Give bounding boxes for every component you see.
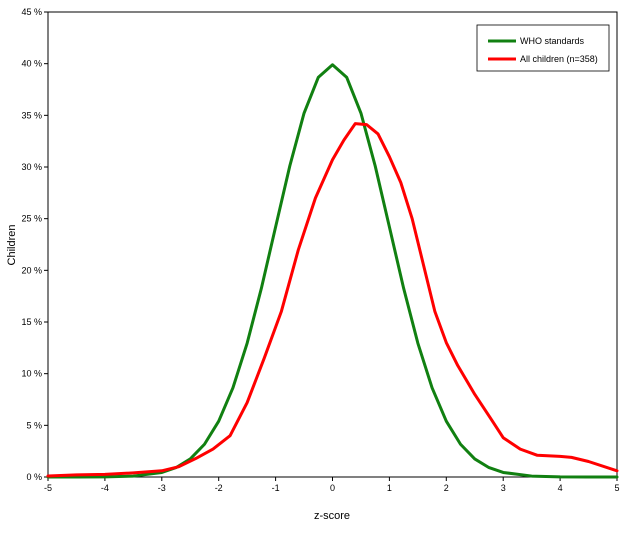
x-tick-label: 4 bbox=[558, 483, 563, 493]
x-tick-label: -2 bbox=[215, 483, 223, 493]
y-tick-label: 30 % bbox=[21, 162, 42, 172]
y-axis-title: Children bbox=[6, 225, 18, 266]
x-tick-label: 1 bbox=[387, 483, 392, 493]
y-tick-label: 0 % bbox=[26, 472, 42, 482]
y-tick-label: 20 % bbox=[21, 265, 42, 275]
y-tick-label: 25 % bbox=[21, 214, 42, 224]
y-axis: 0 % 5 % 10 % 15 % 20 % 25 % 30 % 35 % 40 % 45 % bbox=[21, 7, 48, 482]
x-tick-label: 3 bbox=[501, 483, 506, 493]
series-layer bbox=[46, 63, 619, 479]
x-tick-label: -3 bbox=[158, 483, 166, 493]
y-tick-label: 35 % bbox=[21, 110, 42, 120]
plot-area bbox=[47, 11, 618, 478]
x-axis-title: z-score bbox=[314, 510, 350, 522]
legend-box bbox=[476, 24, 610, 72]
x-tick-label: 5 bbox=[614, 483, 619, 493]
y-tick-label: 15 % bbox=[21, 317, 42, 327]
x-tick-label: -4 bbox=[101, 483, 109, 493]
legend-label-all-children: All children (n=358) bbox=[520, 54, 598, 64]
x-tick-label: -5 bbox=[44, 483, 52, 493]
x-tick-label: 2 bbox=[444, 483, 449, 493]
y-tick-label: 10 % bbox=[21, 369, 42, 379]
legend: WHO standards All children (n=358) bbox=[476, 24, 610, 72]
x-tick-label: 0 bbox=[330, 483, 335, 493]
y-tick-label: 40 % bbox=[21, 59, 42, 69]
y-tick-label: 45 % bbox=[21, 7, 42, 17]
series-line-all-children bbox=[46, 122, 619, 478]
y-tick-label: 5 % bbox=[26, 420, 42, 430]
x-axis: -5 -4 -3 -2 -1 0 1 2 3 4 5 bbox=[44, 477, 620, 493]
x-tick-label: -1 bbox=[272, 483, 280, 493]
legend-label-who: WHO standards bbox=[520, 36, 585, 46]
